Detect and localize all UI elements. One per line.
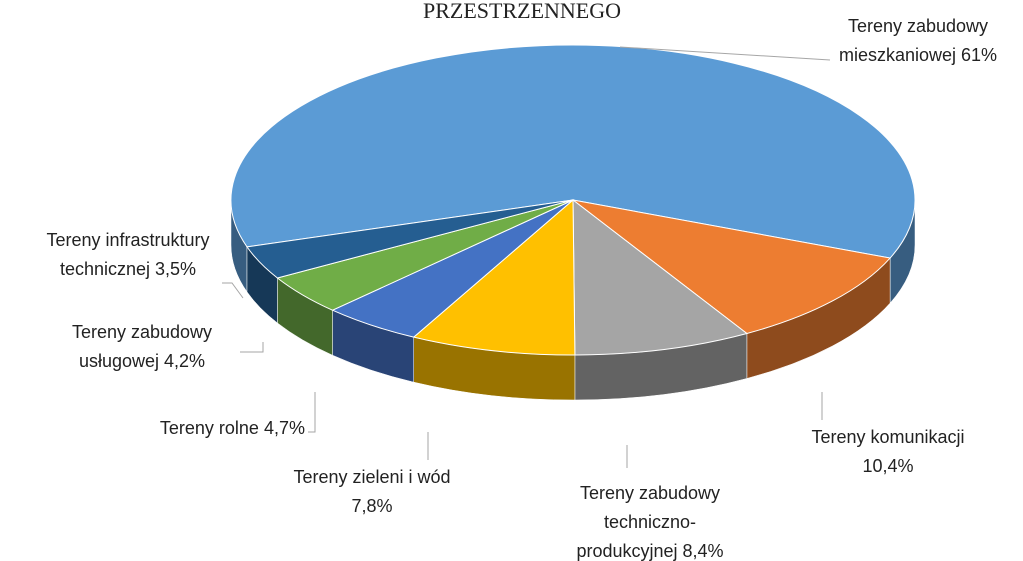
- value-label: 61%: [961, 45, 998, 65]
- data-label: Tereny komunikacji 10,4%: [801, 423, 976, 481]
- data-label: Tereny rolne 4,7%: [160, 414, 305, 443]
- slice: [572, 198, 748, 356]
- slice: [572, 199, 892, 335]
- category-label: Tereny zabudowy mieszkaniowej: [838, 16, 989, 65]
- category-label: Tereny zabudowy techniczno-produkcyjnej: [576, 483, 721, 561]
- data-label: Tereny zabudowy techniczno-produkcyjnej …: [560, 479, 740, 561]
- slice: [246, 199, 574, 279]
- leader-line: [222, 282, 244, 299]
- slice: [230, 44, 916, 259]
- value-label: 8,4%: [682, 541, 724, 561]
- slice: [412, 198, 576, 356]
- value-label: 4,2%: [164, 351, 206, 371]
- chart-title: PRZESTRZENNEGO: [423, 0, 621, 23]
- data-label: Tereny zieleni i wód 7,8%: [275, 463, 470, 521]
- category-label: Tereny zieleni i wód: [293, 467, 451, 487]
- category-label: Tereny zabudowy usługowej: [71, 322, 213, 371]
- value-label: 7,8%: [351, 496, 393, 516]
- value-label: 4,7%: [263, 418, 305, 438]
- category-label: Tereny infrastruktury technicznej: [46, 230, 210, 279]
- leader-line: [619, 46, 831, 61]
- category-label: Tereny komunikacji: [811, 427, 965, 447]
- data-label: Tereny infrastruktury technicznej 3,5%: [26, 226, 231, 284]
- leader-line: [308, 392, 316, 433]
- leader-line: [240, 342, 264, 353]
- value-label: 3,5%: [155, 259, 197, 279]
- category-label: Tereny rolne: [159, 418, 259, 438]
- value-label: 10,4%: [862, 456, 914, 476]
- data-label: Tereny zabudowy mieszkaniowej 61%: [823, 12, 1013, 70]
- data-label: Tereny zabudowy usługowej 4,2%: [65, 318, 220, 376]
